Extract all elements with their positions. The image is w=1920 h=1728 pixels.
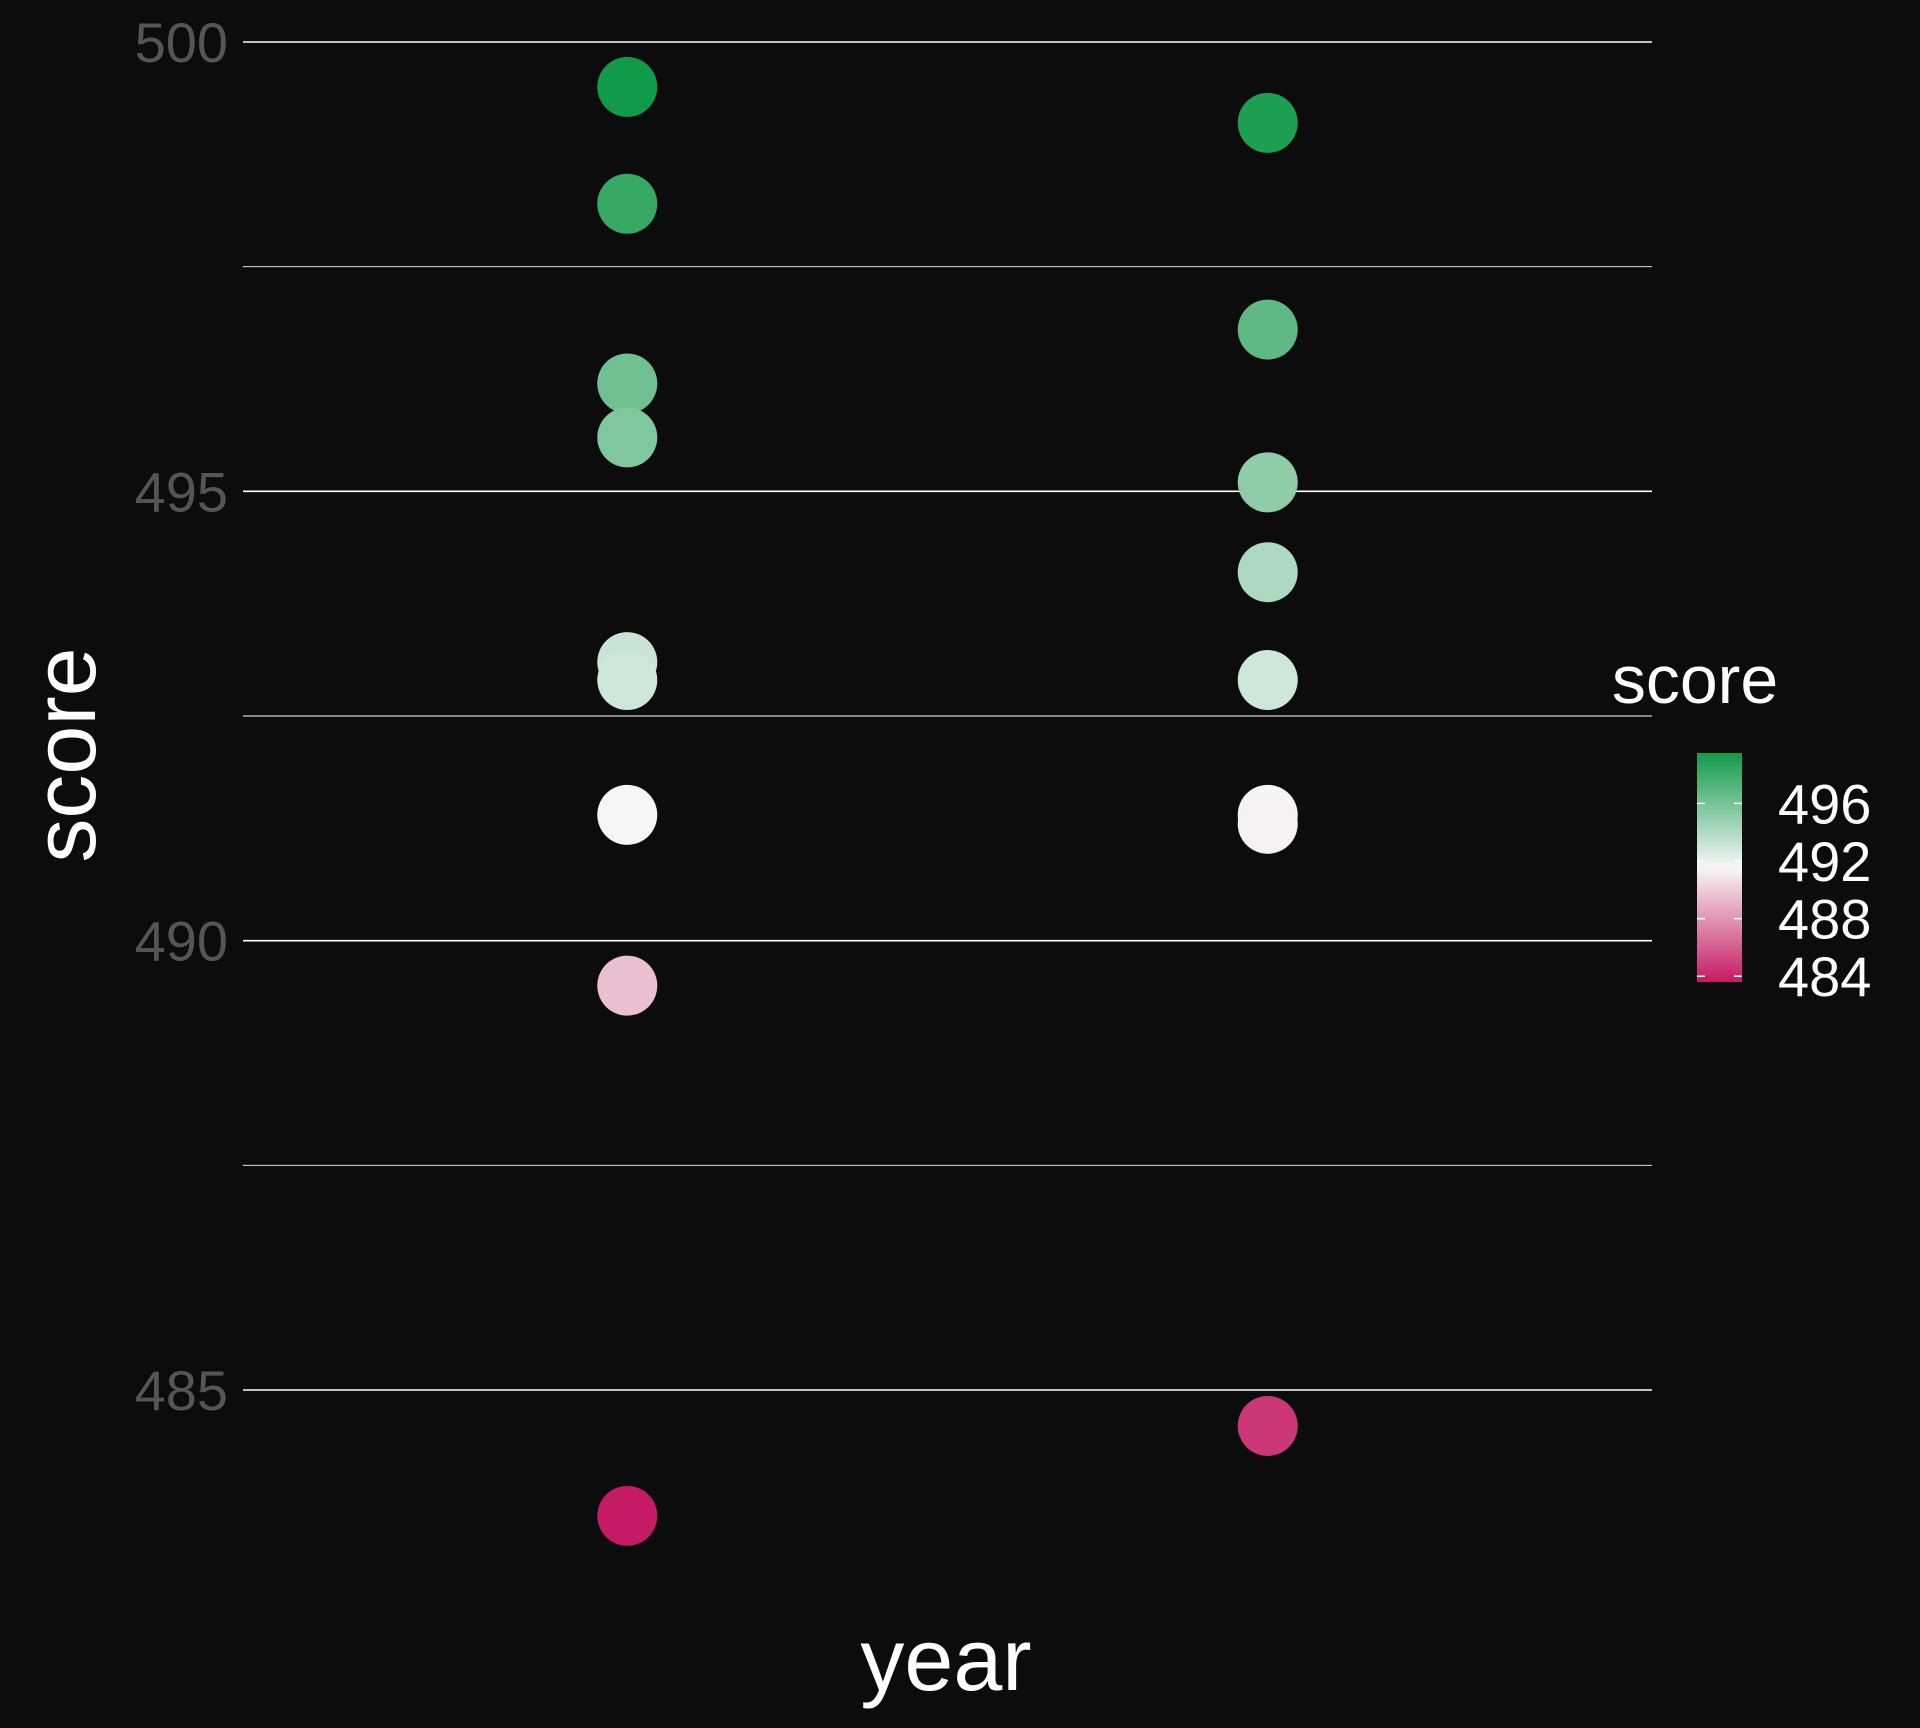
legend-label: 484 — [1778, 945, 1871, 1008]
y-axis-title: score — [15, 647, 114, 862]
legend-label: 496 — [1778, 772, 1871, 835]
data-point — [597, 173, 658, 234]
y-tick-label: 495 — [135, 460, 228, 523]
y-tick-label: 490 — [135, 910, 228, 973]
data-point — [1237, 1395, 1298, 1456]
legend-colorbar — [1697, 753, 1742, 982]
legend-label: 492 — [1778, 830, 1871, 893]
data-point — [1237, 650, 1298, 711]
data-point — [597, 784, 658, 845]
gridlines — [243, 41, 1652, 1391]
data-point — [597, 1485, 658, 1546]
data-point — [597, 955, 658, 1016]
data-point — [597, 650, 658, 711]
legend-label: 488 — [1778, 888, 1871, 951]
x-axis-title: year — [860, 1610, 1031, 1709]
data-point — [1237, 452, 1298, 513]
data-point — [1237, 299, 1298, 360]
data-point — [1237, 793, 1298, 854]
data-point — [1237, 92, 1298, 153]
y-tick-label: 485 — [135, 1359, 228, 1422]
data-point — [597, 353, 658, 414]
y-tick-labels: 485 490 495 500 — [135, 11, 228, 1422]
data-points — [597, 56, 1298, 1546]
data-point — [597, 407, 658, 468]
data-point — [1237, 542, 1298, 603]
y-tick-label: 500 — [135, 11, 228, 74]
legend-title: score — [1612, 642, 1778, 718]
data-point — [597, 56, 658, 117]
